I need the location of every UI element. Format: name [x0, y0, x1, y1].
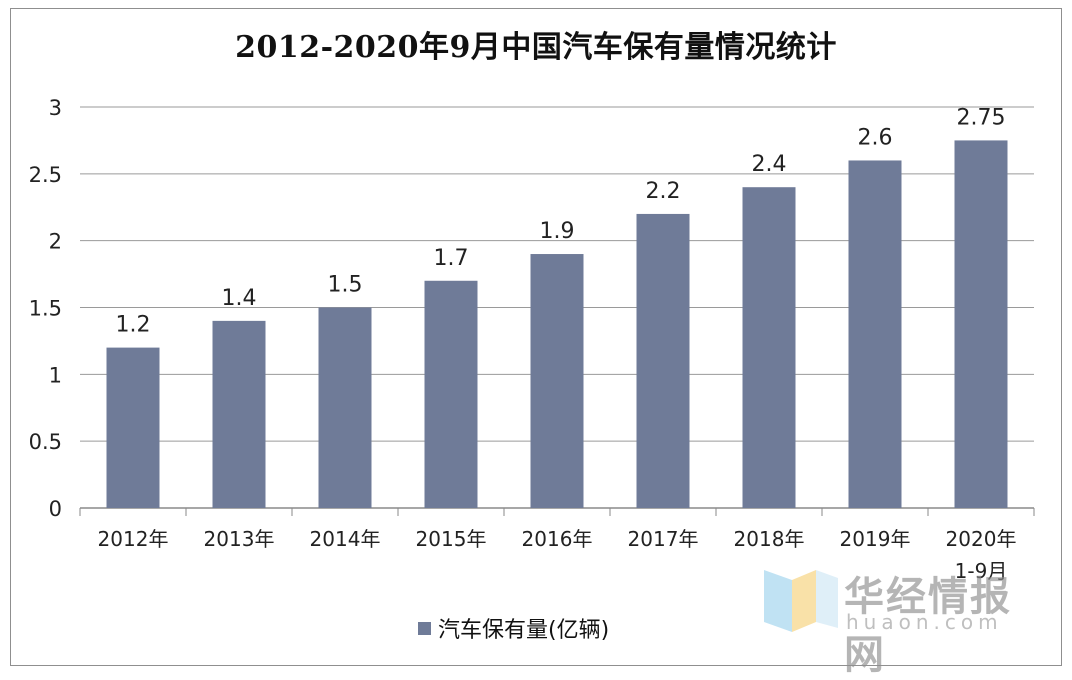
legend-swatch	[418, 621, 431, 635]
y-tick-label: 1	[49, 363, 62, 387]
bar	[212, 320, 266, 508]
bar	[424, 280, 478, 508]
data-label: 2.6	[858, 125, 893, 150]
watermark-domain: huaon.com	[846, 610, 1003, 634]
data-label: 1.7	[434, 246, 469, 271]
watermark: 华经情报网 huaon.com	[764, 562, 1034, 678]
x-tick-label: 2016年	[522, 527, 593, 551]
bar	[636, 213, 690, 508]
data-label: 1.9	[540, 219, 575, 244]
x-tick-label: 2019年	[840, 527, 911, 551]
x-tick-label: 2013年	[204, 527, 275, 551]
x-tick-label: 2018年	[734, 527, 805, 551]
x-tick-label: 1-9月	[955, 559, 1008, 583]
x-tick-label: 2015年	[416, 527, 487, 551]
watermark-logo-icon	[764, 570, 838, 632]
y-tick-label: 0.5	[29, 430, 62, 454]
data-label: 1.4	[222, 286, 257, 311]
bar	[106, 347, 160, 508]
data-label: 2.75	[957, 105, 1006, 130]
y-tick-label: 3	[49, 96, 62, 120]
data-label: 1.5	[328, 273, 363, 298]
bar	[742, 187, 796, 508]
bar	[954, 140, 1008, 508]
legend-label: 汽车保有量(亿辆)	[438, 618, 610, 643]
data-label: 1.2	[116, 313, 151, 338]
watermark-brand: 华经情报网	[844, 574, 1012, 678]
x-tick-label: 2017年	[628, 527, 699, 551]
x-tick-label: 2012年	[98, 527, 169, 551]
data-label: 2.2	[646, 179, 681, 204]
y-tick-label: 0	[49, 497, 62, 521]
legend: 汽车保有量(亿辆)	[418, 612, 609, 644]
x-tick-label: 2020年	[946, 527, 1017, 551]
y-tick-label: 1.5	[29, 297, 62, 321]
y-tick-label: 2.5	[29, 163, 62, 187]
bar	[318, 307, 372, 508]
data-label: 2.4	[752, 152, 787, 177]
bar	[848, 160, 902, 508]
bar	[530, 254, 584, 508]
x-tick-label: 2014年	[310, 527, 381, 551]
y-tick-label: 2	[49, 230, 62, 254]
chart-title: 2012-2020年9月中国汽车保有量情况统计	[235, 30, 837, 65]
